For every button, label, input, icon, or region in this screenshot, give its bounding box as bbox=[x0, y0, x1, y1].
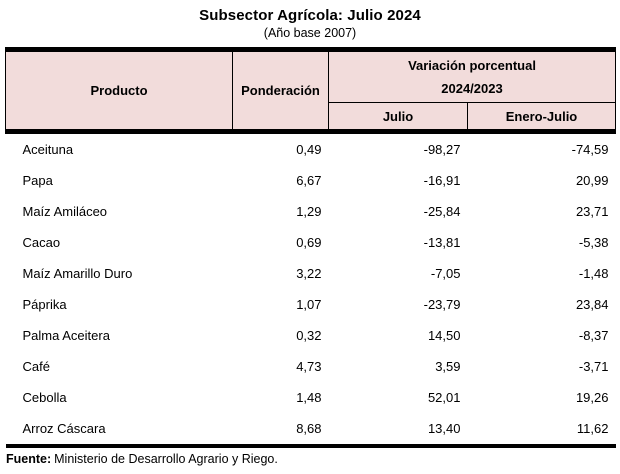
jan-july-cell: 23,84 bbox=[467, 289, 616, 320]
jan-july-cell: 11,62 bbox=[467, 413, 616, 446]
product-cell: Maíz Amiláceo bbox=[5, 196, 233, 227]
agricultural-subsector-table: Producto Ponderación Variación porcentua… bbox=[5, 47, 616, 448]
july-cell: 13,40 bbox=[328, 413, 468, 446]
product-cell: Papa bbox=[5, 165, 233, 196]
header-julio: Julio bbox=[328, 102, 468, 134]
weight-cell: 4,73 bbox=[232, 351, 329, 382]
jan-july-cell: 23,71 bbox=[467, 196, 616, 227]
weight-cell: 1,29 bbox=[232, 196, 329, 227]
table-row: Palma Aceitera 0,32 14,50 -8,37 bbox=[5, 320, 616, 351]
table-row: Páprika 1,07 -23,79 23,84 bbox=[5, 289, 616, 320]
header-row-sub: Julio Enero-Julio bbox=[6, 102, 616, 134]
weight-cell: 8,68 bbox=[232, 413, 329, 446]
source-label: Fuente: bbox=[6, 452, 52, 466]
product-cell: Palma Aceitera bbox=[5, 320, 233, 351]
jan-july-cell: -74,59 bbox=[467, 131, 616, 165]
table-row: Cacao 0,69 -13,81 -5,38 bbox=[5, 227, 616, 258]
table-row: Maíz Amiláceo 1,29 -25,84 23,71 bbox=[5, 196, 616, 227]
table-row: Arroz Cáscara 8,68 13,40 11,62 bbox=[5, 413, 616, 446]
product-cell: Aceituna bbox=[5, 131, 233, 165]
weight-cell: 0,69 bbox=[232, 227, 329, 258]
jan-july-cell: 19,26 bbox=[467, 382, 616, 413]
header-producto: Producto bbox=[5, 49, 233, 134]
table-title: Subsector Agrícola: Julio 2024 bbox=[199, 7, 421, 24]
table-row: Maíz Amarillo Duro 3,22 -7,05 -1,48 bbox=[5, 258, 616, 289]
source-text: Ministerio de Desarrollo Agrario y Riego… bbox=[54, 452, 278, 466]
header-variacion-line2: 2024/2023 bbox=[441, 81, 503, 96]
weight-cell: 1,07 bbox=[232, 289, 329, 320]
product-cell: Páprika bbox=[5, 289, 233, 320]
weight-cell: 6,67 bbox=[232, 165, 329, 196]
table-row: Cebolla 1,48 52,01 19,26 bbox=[5, 382, 616, 413]
weight-cell: 0,49 bbox=[232, 131, 329, 165]
header-variacion-line1: Variación porcentual bbox=[408, 58, 536, 73]
july-cell: -7,05 bbox=[328, 258, 468, 289]
jan-july-cell: -1,48 bbox=[467, 258, 616, 289]
july-cell: -98,27 bbox=[328, 131, 468, 165]
july-cell: -25,84 bbox=[328, 196, 468, 227]
product-cell: Cebolla bbox=[5, 382, 233, 413]
product-cell: Cacao bbox=[5, 227, 233, 258]
table-body: Aceituna 0,49 -98,27 -74,59 Papa 6,67 -1… bbox=[5, 131, 616, 446]
jan-july-cell: -5,38 bbox=[467, 227, 616, 258]
product-cell: Maíz Amarillo Duro bbox=[5, 258, 233, 289]
weight-cell: 3,22 bbox=[232, 258, 329, 289]
july-cell: 14,50 bbox=[328, 320, 468, 351]
july-cell: -16,91 bbox=[328, 165, 468, 196]
product-cell: Arroz Cáscara bbox=[5, 413, 233, 446]
table-subtitle: (Año base 2007) bbox=[263, 26, 357, 40]
table-header: Producto Ponderación Variación porcentua… bbox=[5, 49, 616, 134]
header-row-top: Producto Ponderación Variación porcentua… bbox=[5, 49, 616, 134]
table-row: Papa 6,67 -16,91 20,99 bbox=[5, 165, 616, 196]
jan-july-cell: -8,37 bbox=[467, 320, 616, 351]
header-variacion-porcentual: Variación porcentual 2024/2023 bbox=[328, 49, 616, 103]
table-row: Café 4,73 3,59 -3,71 bbox=[5, 351, 616, 382]
jan-july-cell: 20,99 bbox=[467, 165, 616, 196]
jan-july-cell: -3,71 bbox=[467, 351, 616, 382]
july-cell: 52,01 bbox=[328, 382, 468, 413]
source-note: Fuente: Ministerio de Desarrollo Agrario … bbox=[6, 452, 620, 466]
product-cell: Café bbox=[5, 351, 233, 382]
header-enero-julio: Enero-Julio bbox=[467, 102, 616, 134]
header-ponderacion: Ponderación bbox=[232, 49, 329, 134]
july-cell: -13,81 bbox=[328, 227, 468, 258]
weight-cell: 1,48 bbox=[232, 382, 329, 413]
table-row: Aceituna 0,49 -98,27 -74,59 bbox=[5, 131, 616, 165]
july-cell: 3,59 bbox=[328, 351, 468, 382]
weight-cell: 0,32 bbox=[232, 320, 329, 351]
july-cell: -23,79 bbox=[328, 289, 468, 320]
